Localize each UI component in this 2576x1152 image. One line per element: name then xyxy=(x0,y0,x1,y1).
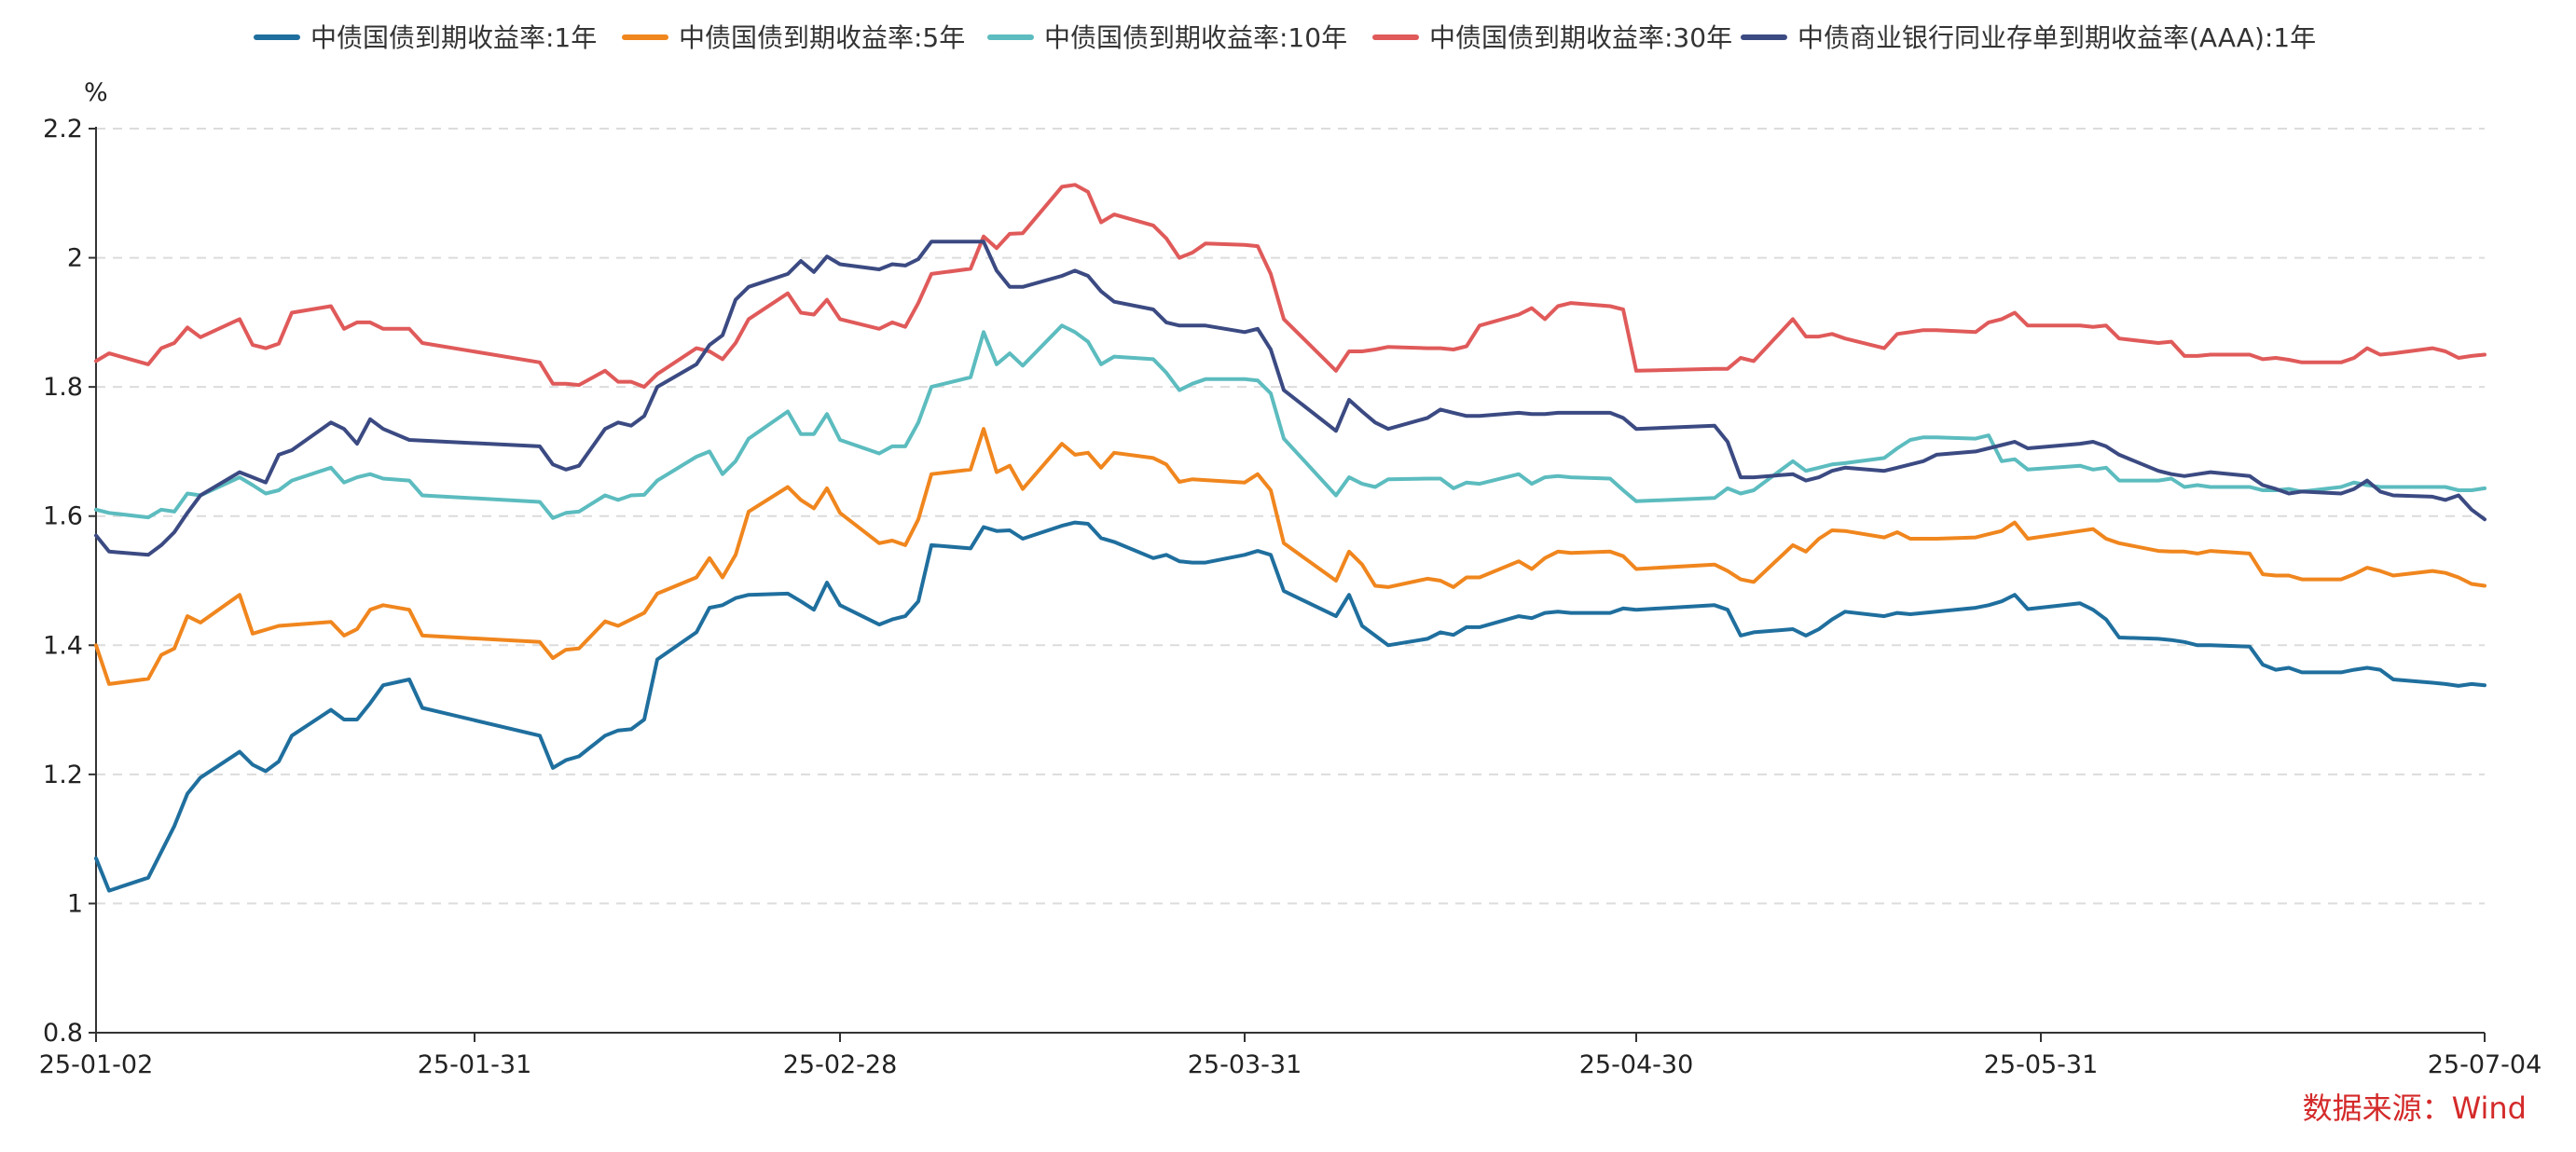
y-tick-label: 1.4 xyxy=(43,631,83,660)
legend-label: 中债国债到期收益率:5年 xyxy=(679,22,965,53)
grid-layer xyxy=(96,128,2485,905)
series-layer xyxy=(94,183,2486,893)
x-tick-label: 25-01-31 xyxy=(418,1050,532,1079)
y-tick-label: 2 xyxy=(67,244,83,273)
x-tick-label: 25-01-02 xyxy=(39,1050,154,1079)
legend-label: 中债商业银行同业存单到期收益率(AAA):1年 xyxy=(1798,22,2316,53)
legend: 中债国债到期收益率:1年 中债国债到期收益率:5年 中债国债到期收益率:10年 中债国… xyxy=(254,22,2316,53)
series-line-5 xyxy=(94,240,2486,557)
x-tick-label: 25-02-28 xyxy=(783,1050,898,1079)
legend-label: 中债国债到期收益率:10年 xyxy=(1044,22,1347,53)
axis-layer: 0.8 1 1.2 1.4 1.6 1.8 2 2.2 25-01-02 25-01-31 25-0… xyxy=(39,115,2542,1079)
y-tick-label: 1.8 xyxy=(43,373,83,402)
y-tick-label: 1.6 xyxy=(43,502,83,531)
x-tick-label: 25-03-31 xyxy=(1188,1050,1302,1079)
series-line-3 xyxy=(94,323,2486,520)
series-line-4 xyxy=(94,183,2486,390)
legend-label: 中债国债到期收益率:30年 xyxy=(1429,22,1732,53)
x-tick-label: 25-04-30 xyxy=(1579,1050,1694,1079)
legend-label: 中债国债到期收益率:1年 xyxy=(310,22,597,53)
y-tick-label: 1 xyxy=(67,889,83,918)
y-axis-unit-label: % xyxy=(84,78,108,107)
y-tick-label: 0.8 xyxy=(43,1019,83,1048)
source-label: 数据来源：Wind xyxy=(2303,1090,2527,1126)
series-line-2 xyxy=(94,427,2486,686)
y-tick-label: 2.2 xyxy=(43,115,83,144)
x-tick-label: 25-07-04 xyxy=(2428,1050,2542,1079)
series-line-1 xyxy=(94,520,2486,893)
x-tick-label: 25-05-31 xyxy=(1984,1050,2099,1079)
y-tick-label: 1.2 xyxy=(43,761,83,789)
